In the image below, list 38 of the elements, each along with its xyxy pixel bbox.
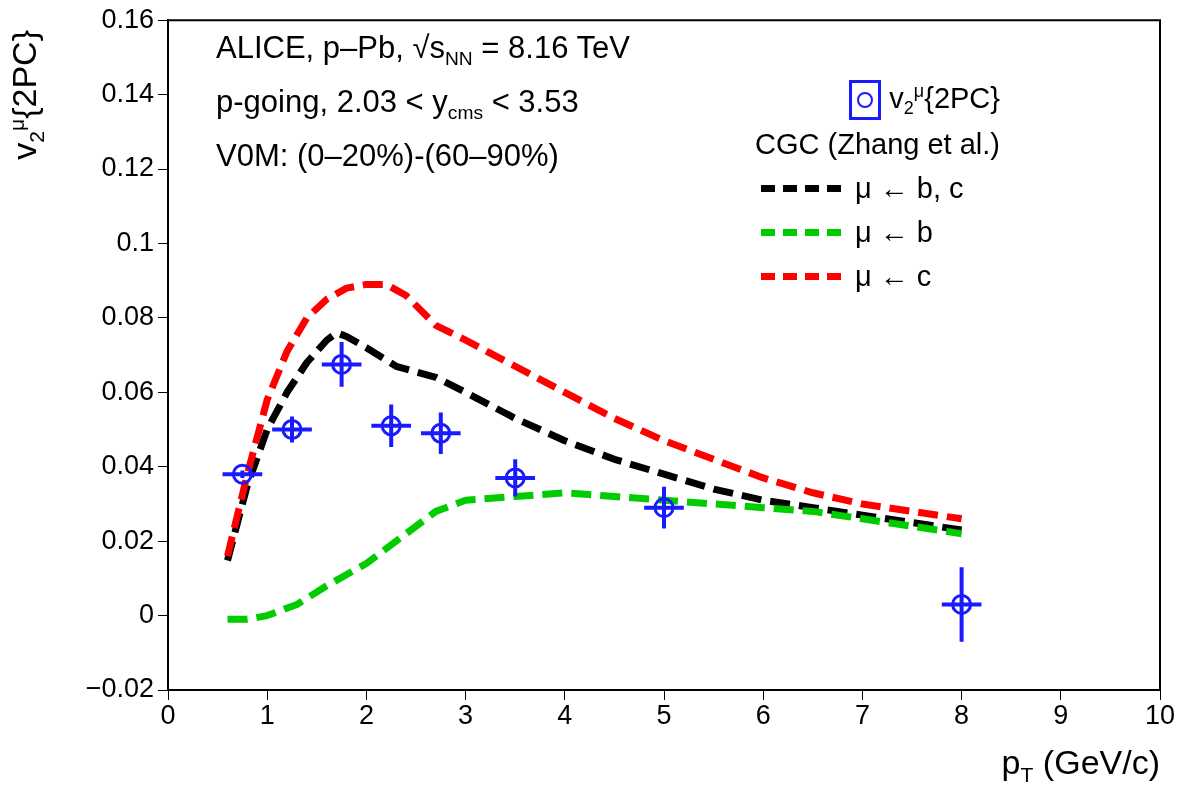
point <box>231 463 253 485</box>
y-tick-label: 0.08 <box>101 301 154 332</box>
point <box>430 422 452 444</box>
x-axis-title: p$_{T}$ (GeV/c) <box>1001 743 1160 786</box>
x-tick-label: 6 <box>755 699 771 730</box>
x-tick-label: 3 <box>458 699 474 730</box>
x-tick-label: 2 <box>358 699 374 730</box>
x-tick-label: 7 <box>854 699 870 730</box>
y-tick-label: 0.1 <box>116 226 154 257</box>
y-tick-label: 0.14 <box>101 78 154 109</box>
x-tick-label: 8 <box>954 699 970 730</box>
y-tick-label: 0.12 <box>101 152 154 183</box>
y-tick-label: −0.02 <box>85 673 154 704</box>
point <box>951 593 973 615</box>
legend-label: μ ← b <box>855 215 933 249</box>
point <box>504 467 526 489</box>
x-tick-label: 5 <box>656 699 672 730</box>
annotation: V0M: (0–20%)-(60–90%) <box>216 138 559 173</box>
x-tick-label: 4 <box>557 699 573 730</box>
x-tick-label: 0 <box>160 699 176 730</box>
y-tick-label: 0 <box>138 599 154 630</box>
point <box>281 419 303 441</box>
legend-label: v$_{2}$$^{μ}${2PC} <box>889 80 1000 120</box>
annotation: p-going, 2.03 < y$_{cms}$ < 3.53 <box>216 84 579 124</box>
point <box>331 353 353 375</box>
y-tick-label: 0.02 <box>101 524 154 555</box>
y-tick-label: 0.06 <box>101 375 154 406</box>
x-tick-label: 9 <box>1053 699 1069 730</box>
y-tick-label: 0.04 <box>101 450 154 481</box>
legend-title: CGC (Zhang et al.) <box>755 126 1000 162</box>
y-tick-label: 0.16 <box>101 3 154 34</box>
point <box>380 415 402 437</box>
x-tick-label: 10 <box>1144 699 1176 730</box>
legend-label: μ ← b, c <box>855 171 964 205</box>
annotation: ALICE, p–Pb, √s$_{NN}$ = 8.16 TeV <box>216 30 630 70</box>
legend-label: μ ← c <box>855 259 932 293</box>
x-tick-label: 1 <box>259 699 275 730</box>
point <box>653 497 675 519</box>
